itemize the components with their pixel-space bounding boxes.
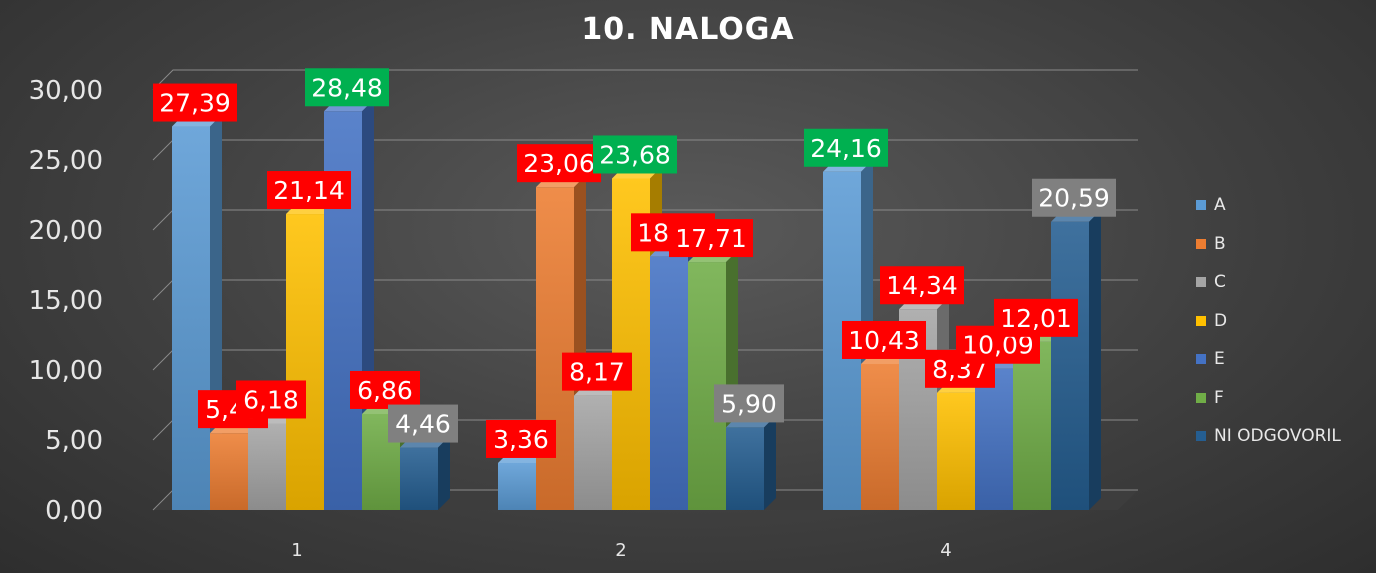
bar — [726, 427, 764, 510]
chart-title: 10. NALOGA — [581, 12, 795, 47]
legend-label: D — [1214, 310, 1228, 331]
legend-swatch — [1196, 277, 1206, 288]
y-tick-label: 15,00 — [29, 286, 103, 316]
data-label-bg — [880, 266, 964, 305]
bar-side — [764, 415, 776, 510]
legend-label: NI ODGOVORIL — [1214, 426, 1341, 447]
bar — [400, 447, 438, 510]
x-tick-label: 2 — [615, 540, 626, 561]
data-label-bg — [714, 384, 784, 423]
legend-entry: F — [1196, 379, 1341, 418]
legend-swatch — [1196, 315, 1206, 326]
gridline — [152, 69, 1138, 91]
data-label-bg — [350, 370, 420, 409]
bar — [975, 368, 1013, 510]
data-label: 12,01 — [1000, 304, 1072, 333]
data-label: 28,48 — [311, 73, 383, 102]
data-label: 17,71 — [675, 224, 747, 253]
legend-swatch — [1196, 238, 1206, 249]
bar — [1051, 221, 1089, 511]
data-label: 24,16 — [810, 134, 882, 163]
legend-label: F — [1214, 387, 1224, 408]
data-label-bg — [842, 320, 926, 359]
legend-label: E — [1214, 349, 1225, 370]
bar — [172, 126, 210, 510]
legend-entry: D — [1196, 302, 1341, 341]
legend-swatch — [1196, 354, 1206, 365]
data-label-bg — [994, 298, 1078, 337]
legend-label: C — [1214, 272, 1226, 293]
bar — [650, 256, 688, 510]
data-label-bg — [388, 404, 458, 443]
chart-legend: A B C D E F NI ODGOVORIL — [1196, 186, 1341, 456]
bar — [248, 423, 286, 510]
bar — [286, 214, 324, 511]
data-label: 4,46 — [395, 410, 451, 439]
data-label-bg — [593, 135, 677, 174]
data-label: 23,06 — [523, 149, 595, 178]
legend-entry: E — [1196, 340, 1341, 379]
data-label: 6,18 — [243, 385, 299, 414]
legend-label: B — [1214, 233, 1226, 254]
y-tick-label: 0,00 — [45, 496, 103, 526]
data-label: 10,43 — [848, 326, 920, 355]
data-label: 23,68 — [599, 140, 671, 169]
legend-swatch — [1196, 392, 1206, 403]
data-label: 3,36 — [493, 425, 549, 454]
data-label-bg — [236, 380, 306, 419]
data-label-bg — [562, 352, 632, 391]
x-tick-label: 1 — [291, 540, 302, 561]
data-label-bg — [1032, 178, 1116, 217]
bar — [574, 395, 612, 510]
y-tick-label: 30,00 — [29, 76, 103, 106]
legend-swatch — [1196, 431, 1206, 442]
data-label-bg — [486, 419, 556, 458]
data-label: 20,59 — [1038, 184, 1110, 213]
bar — [1013, 341, 1051, 510]
y-tick-label: 25,00 — [29, 146, 103, 176]
bar — [536, 187, 574, 510]
y-tick-label: 5,00 — [45, 426, 103, 456]
legend-swatch — [1196, 200, 1206, 211]
data-label-bg — [804, 128, 888, 167]
y-tick-label: 10,00 — [29, 356, 103, 386]
legend-entry: NI ODGOVORIL — [1196, 417, 1341, 456]
y-tick-label: 20,00 — [29, 216, 103, 246]
legend-entry: B — [1196, 225, 1341, 264]
data-label: 6,86 — [357, 376, 413, 405]
bar — [498, 462, 536, 510]
data-label-bg — [305, 68, 389, 107]
data-label: 8,17 — [569, 358, 625, 387]
data-label-bg — [669, 219, 753, 258]
data-label: 27,39 — [159, 89, 231, 118]
data-label: 5,90 — [721, 389, 777, 418]
data-label-bg — [267, 171, 351, 210]
data-label-bg — [153, 83, 237, 122]
bar — [937, 392, 975, 510]
legend-label: A — [1214, 195, 1226, 216]
bar — [861, 363, 899, 510]
data-label: 14,34 — [886, 271, 958, 300]
data-label: 21,14 — [273, 176, 345, 205]
bar-side — [438, 435, 450, 510]
bar-side — [1089, 209, 1101, 511]
x-tick-label: 4 — [940, 540, 951, 561]
data-label-bg — [517, 144, 601, 183]
bar — [210, 433, 248, 510]
legend-entry: A — [1196, 186, 1341, 225]
legend-entry: C — [1196, 263, 1341, 302]
